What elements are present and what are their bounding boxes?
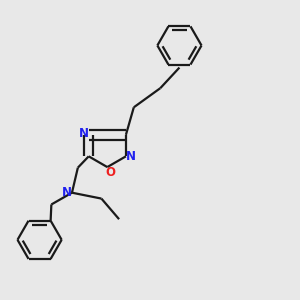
Text: N: N: [62, 186, 72, 199]
Text: N: N: [126, 150, 136, 163]
Text: N: N: [78, 127, 88, 140]
Text: O: O: [105, 166, 115, 179]
